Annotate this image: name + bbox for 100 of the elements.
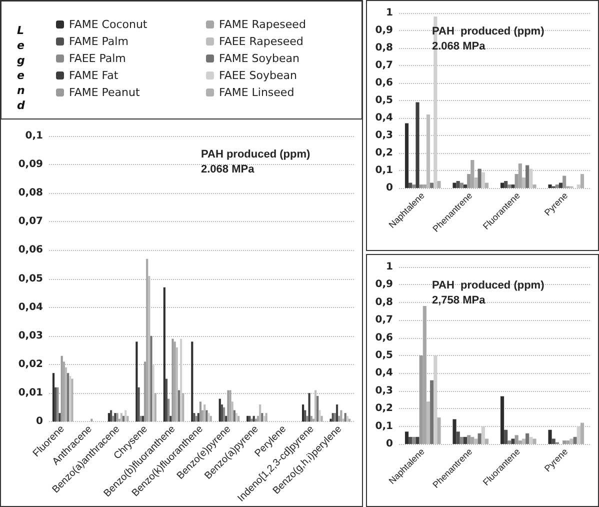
bar — [548, 184, 552, 188]
y-tick-label: 0,4 — [375, 112, 394, 124]
legend-label: FAME Soybean — [219, 52, 300, 65]
bar — [518, 164, 522, 188]
y-tick-label: 0,2 — [375, 148, 394, 158]
legend-label: FAME Coconut — [69, 18, 148, 31]
bar — [108, 413, 110, 422]
bar — [195, 416, 198, 422]
y-tick-label: 0 — [36, 416, 44, 428]
y-tick-label: 0,1 — [375, 420, 394, 432]
bar — [218, 398, 221, 422]
bar — [330, 418, 332, 422]
y-tick-label: 0,8 — [375, 42, 394, 54]
y-tick-label: 0,06 — [18, 244, 44, 256]
bar — [470, 436, 474, 444]
bar — [304, 410, 306, 422]
y-tick-label: 0,1 — [375, 165, 394, 176]
bar — [197, 413, 200, 422]
bar — [470, 160, 474, 188]
legend-title: Legend — [17, 24, 25, 112]
bar — [316, 396, 319, 422]
bar — [222, 407, 226, 422]
text: PAH produced (ppm) — [201, 148, 311, 160]
bar — [408, 182, 412, 188]
text: PAH produced (ppm) — [432, 26, 545, 38]
bar — [481, 172, 485, 188]
bar — [225, 416, 228, 422]
bar — [235, 413, 238, 422]
y-tick-label: 0,05 — [18, 273, 44, 284]
y-tick-label: 0,5 — [375, 95, 394, 106]
bar — [504, 181, 508, 188]
bar — [112, 416, 114, 422]
text: 2.068 MPa — [201, 164, 256, 176]
bar — [463, 436, 468, 444]
bar — [208, 413, 210, 422]
bar — [52, 373, 55, 422]
y-tick-label: 0,7 — [375, 60, 394, 71]
bar — [220, 404, 223, 422]
bar — [150, 336, 152, 422]
bar — [346, 416, 348, 422]
y-tick-label: 0,7 — [375, 314, 394, 326]
bar — [529, 436, 533, 444]
y-tick-label: 0,01 — [18, 388, 44, 399]
bar — [165, 378, 168, 422]
bar — [163, 287, 166, 422]
y-tick-label: 0 — [386, 438, 394, 450]
y-tick-label: 0,4 — [375, 368, 394, 379]
y-tick-label: 0,8 — [375, 296, 394, 308]
y-tick-label: 0,09 — [18, 159, 44, 170]
bar — [422, 184, 426, 188]
bar — [562, 176, 566, 188]
y-tick-label: 0,6 — [375, 78, 394, 88]
bar — [508, 184, 512, 188]
y-tick-label: 0,03 — [18, 330, 44, 342]
y-tick-label: 1 — [386, 262, 394, 272]
bar — [526, 165, 530, 188]
bar — [170, 416, 172, 422]
bar — [576, 426, 580, 444]
y-tick-label: 0,5 — [375, 350, 394, 361]
bar — [336, 404, 338, 422]
bar — [58, 413, 61, 422]
y-tick-label: 0,04 — [18, 302, 44, 313]
bar — [416, 436, 420, 444]
bar — [172, 338, 174, 422]
bar — [136, 342, 138, 422]
bar — [452, 182, 456, 188]
bar — [552, 438, 556, 444]
y-tick-label: 1 — [386, 8, 394, 18]
bar — [463, 184, 468, 188]
legend-label: FAME Rapeseed — [219, 18, 306, 31]
bar — [555, 184, 559, 188]
y-tick-label: 0,3 — [375, 130, 394, 141]
bar — [404, 432, 409, 444]
bar — [146, 258, 148, 422]
bar — [252, 416, 255, 422]
bar — [306, 416, 308, 422]
bar — [193, 413, 196, 422]
bar — [558, 182, 563, 188]
bar — [250, 418, 253, 422]
legend-label: FAME Linseed — [219, 86, 294, 99]
bar — [168, 398, 170, 422]
bar — [124, 410, 127, 422]
bar — [412, 184, 416, 188]
bar — [412, 436, 416, 444]
bar — [199, 402, 202, 422]
bar — [430, 182, 434, 188]
text: 2,758 MPa — [432, 294, 486, 306]
legend-label: FAEE Soybean — [219, 69, 297, 82]
bar — [206, 410, 208, 422]
bar — [460, 182, 464, 188]
y-tick-label: 0,3 — [375, 385, 394, 396]
bar — [138, 387, 140, 422]
y-tick-label: 0,07 — [18, 216, 44, 228]
bar — [302, 404, 304, 422]
bar — [548, 430, 552, 444]
bar — [110, 410, 112, 422]
bar — [233, 410, 236, 422]
bar — [573, 436, 577, 444]
bar — [526, 433, 530, 444]
bar — [422, 306, 426, 444]
